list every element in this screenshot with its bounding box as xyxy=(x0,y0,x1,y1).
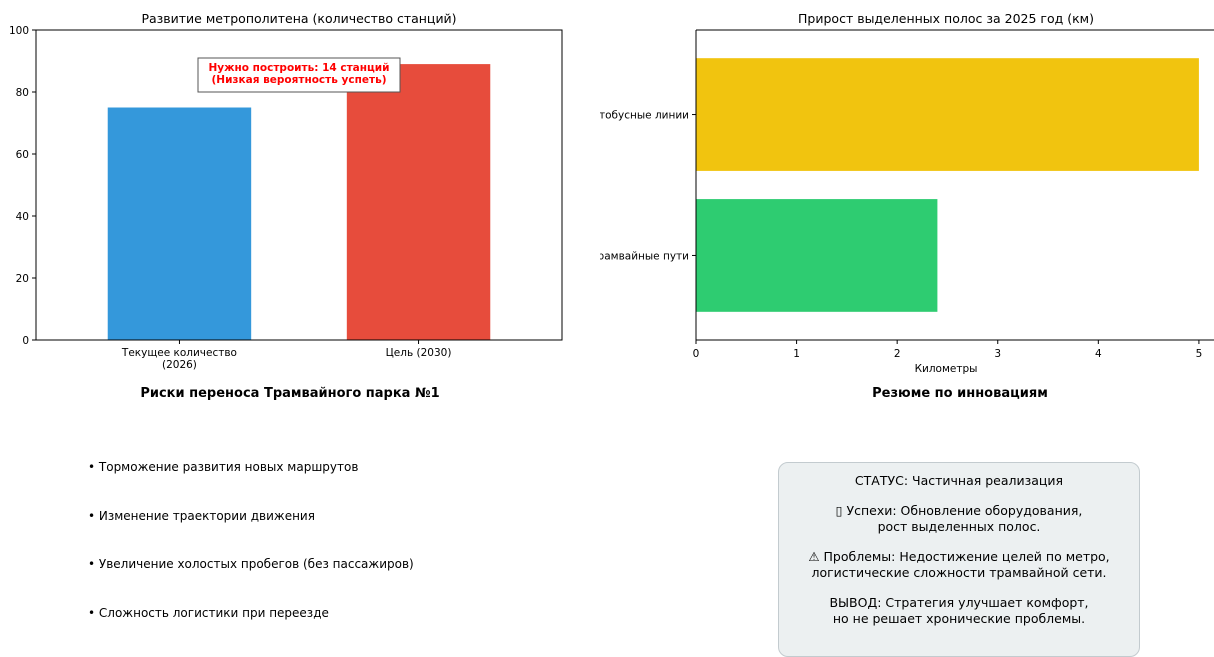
bar xyxy=(346,64,491,340)
x-tick-label: 0 xyxy=(693,348,700,360)
summary-conclusion: ВЫВОД: Стратегия улучшает комфорт, но не… xyxy=(829,595,1089,626)
bar xyxy=(696,199,938,312)
y-tick-label: 40 xyxy=(16,211,29,223)
bar xyxy=(696,58,1199,171)
metro-bar-chart: Развитие метрополитена (количество станц… xyxy=(9,11,563,371)
risk-item: • Сложность логистики при переезде xyxy=(88,605,329,620)
risks-list: • Торможение развития новых маршрутов • … xyxy=(88,452,414,646)
x-tick-label: 2 xyxy=(894,348,901,360)
lanes-barh-chart: Прирост выделенных полос за 2025 год (км… xyxy=(600,11,1214,375)
x-tick-label: 1 xyxy=(793,348,800,360)
plot-frame xyxy=(35,29,563,341)
risk-item: • Увеличение холостых пробегов (без пасс… xyxy=(88,557,414,571)
x-tick-label: 5 xyxy=(1196,348,1203,360)
summary-problems: ⚠ Проблемы: Недостижение целей по метро,… xyxy=(808,549,1110,580)
y-tick-label: 20 xyxy=(16,273,29,285)
annotation-box xyxy=(197,57,401,93)
risks-title: Риски переноса Трамвайного парка №1 xyxy=(140,386,440,401)
summary-title: Резюме по инновациям xyxy=(872,386,1048,401)
x-tick-label: 4 xyxy=(1095,348,1102,360)
risk-item: • Изменение траектории движения xyxy=(88,508,315,523)
x-tick-label: 3 xyxy=(994,348,1001,360)
chart-title: Развитие метрополитена (количество станц… xyxy=(141,11,456,26)
y-tick-label: 0 xyxy=(22,335,29,347)
y-tick-label: 100 xyxy=(9,25,29,37)
bar xyxy=(107,107,252,340)
y-tick-label: 80 xyxy=(16,87,29,99)
summary-successes: ▯ Успехи: Обновление оборудования, рост … xyxy=(835,503,1083,534)
y-tick-label: 60 xyxy=(16,149,29,161)
x-tick-label: Цель (2030) xyxy=(386,347,452,359)
risk-item: • Торможение развития новых маршрутов xyxy=(88,460,359,474)
summary-box: СТАТУС: Частичная реализация ▯ Успехи: О… xyxy=(778,462,1140,657)
x-tick-label: Текущее количество (2026) xyxy=(121,347,237,371)
x-axis-label: Километры xyxy=(915,363,978,375)
summary-status: СТАТУС: Частичная реализация xyxy=(854,473,1064,488)
y-tick-label: Автобусные линии xyxy=(600,110,689,122)
chart-title: Прирост выделенных полос за 2025 год (км… xyxy=(798,11,1094,26)
annotation-text: Нужно построить: 14 станций (Низкая вероя… xyxy=(208,62,389,86)
y-tick-label: Трамвайные пути xyxy=(600,250,689,262)
